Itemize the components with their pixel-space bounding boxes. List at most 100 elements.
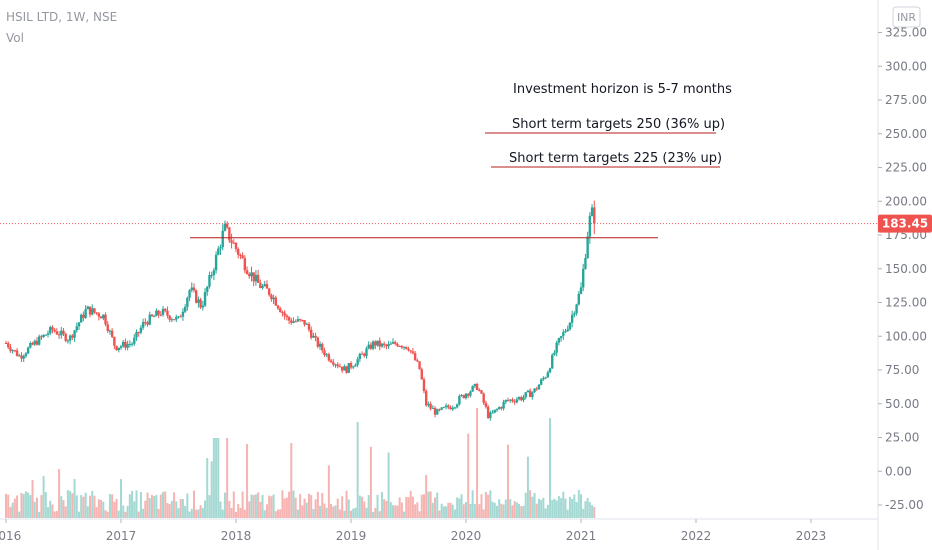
candle-body <box>175 316 178 320</box>
volume-bar <box>115 498 118 518</box>
candle-body <box>391 342 395 344</box>
candle-body <box>309 329 313 338</box>
target-250-annotation[interactable]: Short term targets 250 (36% up) <box>512 117 725 132</box>
volume-bar <box>29 495 32 518</box>
price-axis[interactable]: -25.00 0.00 25.00 50.00 75.00 100.00 125.00 150… <box>878 26 927 513</box>
volume-bar <box>277 509 280 518</box>
volume-bar <box>573 494 576 518</box>
candle-body <box>265 284 269 289</box>
candle-body <box>37 336 41 345</box>
volume-bar <box>80 495 83 518</box>
volume-bar <box>97 499 100 518</box>
candle-body <box>259 282 262 289</box>
volume-bar <box>86 506 89 518</box>
volume-bar <box>367 495 370 518</box>
candle-body <box>239 254 242 256</box>
target-225-annotation[interactable]: Short term targets 225 (23% up) <box>509 151 722 166</box>
candle-body <box>551 354 554 369</box>
volume-bar <box>449 502 452 518</box>
candle-body <box>321 343 324 351</box>
volume-bar <box>237 503 240 518</box>
volume-bar <box>170 500 173 518</box>
candle-body <box>179 316 182 318</box>
candle-body <box>436 409 439 415</box>
candle-body <box>91 308 94 315</box>
volume-bar <box>588 502 591 518</box>
volume-bar <box>144 500 147 518</box>
candle-body <box>88 306 92 315</box>
volume-bar <box>142 508 145 518</box>
candle-body <box>190 287 193 291</box>
volume-bar <box>133 501 136 518</box>
candle-body <box>62 330 65 334</box>
candle-body <box>502 401 505 409</box>
time-axis[interactable]: 2016 2017 2018 2019 2020 2021 2022 2023 <box>0 519 826 543</box>
horizon-annotation[interactable]: Investment horizon is 5-7 months <box>513 82 732 97</box>
volume-bar <box>303 498 306 518</box>
volume-bar <box>181 499 184 518</box>
candle-body <box>234 243 238 249</box>
volume-bar <box>150 494 153 518</box>
currency-badge-label: INR <box>897 11 916 24</box>
candle-body <box>458 395 461 405</box>
candle-body <box>194 290 198 303</box>
volume-bar <box>243 509 246 518</box>
volume-bar <box>263 510 266 518</box>
candle-body <box>150 314 154 317</box>
volume-bar <box>336 498 339 518</box>
volume-bar <box>445 506 448 518</box>
volume-bar <box>259 501 262 518</box>
volume-bar <box>482 509 485 518</box>
volume-bar <box>197 509 200 518</box>
candle-body <box>292 321 295 323</box>
volume-bar <box>246 444 249 518</box>
volume-bar <box>325 507 328 518</box>
candle-body <box>312 335 315 338</box>
candle-body <box>223 223 227 231</box>
volume-bar <box>405 496 408 518</box>
volume-bar <box>188 511 191 518</box>
volume-bar <box>146 492 149 518</box>
volume-indicator-label[interactable]: Vol <box>6 31 24 45</box>
volume-bar <box>120 479 122 518</box>
candle-body <box>20 355 23 359</box>
candle-body <box>263 284 266 287</box>
volume-bar <box>281 490 284 518</box>
volume-bar <box>409 490 412 518</box>
candle-body <box>462 394 465 399</box>
candle-body <box>491 412 494 414</box>
volume-bar <box>274 511 277 518</box>
current-price-badge: 183.45 <box>878 214 932 233</box>
candle-body <box>287 317 291 321</box>
volume-bar <box>175 501 178 518</box>
candle-body <box>122 341 125 347</box>
volume-bar <box>139 491 142 518</box>
volume-bar <box>332 506 335 518</box>
candle-body <box>44 334 48 336</box>
candle-body <box>7 343 10 348</box>
volume-bar <box>327 465 330 518</box>
candle-body <box>79 314 83 323</box>
volume-bar <box>504 499 507 518</box>
candle-body <box>511 399 514 402</box>
volume-bar <box>535 503 538 518</box>
time-tick-label: 2018 <box>221 529 252 543</box>
candle-body <box>420 369 423 380</box>
currency-badge[interactable]: INR <box>892 6 921 28</box>
volume-bar <box>18 511 21 518</box>
candle-body <box>241 255 244 259</box>
candle-body <box>93 308 96 313</box>
volume-bar <box>580 494 582 518</box>
price-tick-label: 150.00 <box>885 262 927 276</box>
candle-body <box>544 377 547 379</box>
candle-body <box>579 287 583 294</box>
candle-body <box>248 274 251 277</box>
candle-body <box>382 343 386 345</box>
volume-bar <box>376 494 379 518</box>
candle-body <box>206 286 209 292</box>
volume-bar <box>502 504 505 518</box>
volume-bar <box>33 501 36 518</box>
volume-bar <box>195 509 198 518</box>
volume-bar <box>223 492 226 518</box>
